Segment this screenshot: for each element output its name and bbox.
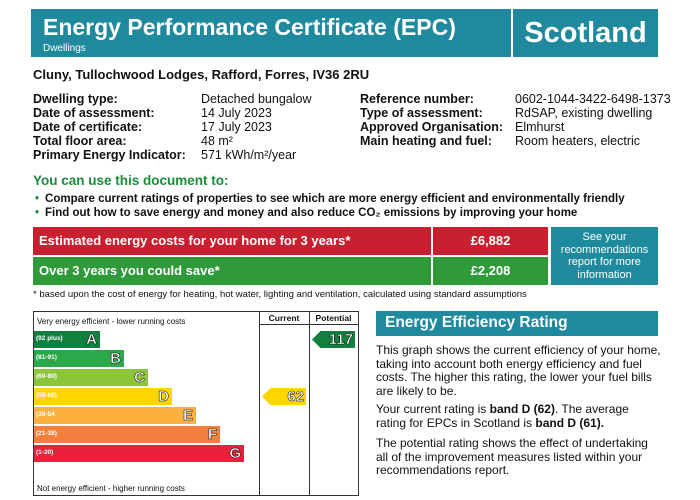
band-range-label: (39-54 [36, 411, 55, 418]
certificate-date-value: 17 July 2023 [201, 120, 272, 134]
band-letter: C [134, 369, 145, 387]
potential-column-header: Potential [309, 312, 358, 325]
use-bullet-save-text: Find out how to save energy and money an… [45, 207, 578, 219]
floor-area-label: Total floor area: [33, 134, 127, 148]
use-bullet-compare-text: Compare current ratings of properties to… [45, 193, 625, 205]
heating-fuel-label: Main heating and fuel: [360, 134, 492, 148]
approved-organisation-label: Approved Organisation: [360, 120, 504, 134]
potential-saving-label: Over 3 years you could save* [39, 263, 220, 278]
dwelling-type-label: Dwelling type: [33, 92, 118, 106]
band-e: (39-54 E [34, 407, 196, 424]
rating-heading-bar: Energy Efficiency Rating [376, 311, 658, 336]
band-range-label: (92 plus) [36, 335, 63, 342]
use-document-heading: You can use this document to: [33, 173, 229, 188]
column-divider [259, 312, 260, 495]
use-bullet-compare: • Compare current ratings of properties t… [35, 193, 625, 205]
certificate-date-label: Date of certificate: [33, 120, 143, 134]
current-rating-value: 62 [287, 388, 304, 406]
potential-saving-row: Over 3 years you could save* £2,208 [33, 257, 548, 285]
country-name: Scotland [524, 17, 647, 49]
cost-footnote: * based upon the cost of energy for heat… [33, 289, 527, 300]
assessment-date-label: Date of assessment: [33, 106, 155, 120]
reference-number-label: Reference number: [360, 92, 474, 106]
see-recommendations-box: See your recommendations report for more… [551, 227, 658, 285]
band-b: (81-91) B [34, 350, 124, 367]
rating-text: . The average rating for EPCs in Scotlan… [376, 402, 629, 430]
chart-top-label: Very energy efficient - lower running co… [37, 317, 186, 326]
band-f: (21-38) F [34, 426, 220, 443]
band-letter: E [182, 407, 194, 425]
estimated-cost-row: Estimated energy costs for your home for… [33, 227, 548, 255]
band-letter: B [110, 350, 121, 368]
estimated-cost-value: £6,882 [431, 227, 548, 255]
country-box: Scotland [511, 9, 658, 57]
certificate-title: Energy Performance Certificate (EPC) [43, 14, 456, 40]
energy-rating-chart: Very energy efficient - lower running co… [33, 311, 359, 496]
current-rating-arrow [262, 388, 306, 405]
average-band-text: band D (61). [535, 415, 605, 430]
rating-paragraph-potential: The potential rating shows the effect of… [376, 436, 648, 477]
current-column-header: Current [259, 312, 309, 325]
use-bullet-save: • Find out how to save energy and money a… [35, 207, 577, 219]
bullet-dot: • [35, 193, 40, 205]
band-letter: A [86, 331, 97, 349]
band-letter: D [158, 388, 169, 406]
rating-paragraph-graph: This graph shows the current efficiency … [376, 343, 661, 398]
band-letter: G [229, 445, 241, 463]
assessment-type-label: Type of assessment: [360, 106, 483, 120]
reference-number-value: 0602-1044-3422-6498-1373 [515, 92, 671, 106]
band-c: (69-80) C [34, 369, 148, 386]
band-range-label: (1-20) [36, 449, 54, 456]
band-a: (92 plus) A [34, 331, 100, 348]
column-divider [309, 312, 310, 495]
rating-text: Your current rating is [376, 402, 490, 416]
potential-saving-value: £2,208 [431, 257, 548, 285]
band-d: (55-68) D [34, 388, 172, 405]
dwelling-type-value: Detached bungalow [201, 92, 312, 106]
floor-area-value: 48 m² [201, 134, 233, 148]
potential-rating-value: 117 [328, 331, 354, 349]
assessment-type-value: RdSAP, existing dwelling [515, 106, 653, 120]
primary-energy-label: Primary Energy Indicator: [33, 148, 186, 162]
heating-fuel-value: Room heaters, electric [515, 134, 641, 148]
band-range-label: (81-91) [36, 354, 57, 361]
rating-heading: Energy Efficiency Rating [385, 314, 568, 331]
property-address: Cluny, Tullochwood Lodges, Rafford, Forr… [33, 67, 370, 82]
assessment-date-value: 14 July 2023 [201, 106, 272, 120]
chart-bottom-label: Not energy efficient - higher running co… [37, 484, 185, 493]
band-range-label: (55-68) [36, 392, 57, 399]
band-range-label: (21-38) [36, 430, 57, 437]
potential-rating-arrow [312, 331, 355, 348]
band-range-label: (69-80) [36, 373, 57, 380]
epc-header: Energy Performance Certificate (EPC) Dwe… [31, 9, 658, 57]
current-band-text: band D (62) [489, 402, 555, 416]
approved-organisation-value: Elmhurst [515, 120, 565, 134]
certificate-subtitle: Dwellings [43, 43, 86, 54]
band-letter: F [207, 426, 218, 444]
rating-paragraph-current: Your current rating is band D (62). The … [376, 402, 661, 430]
primary-energy-value: 571 kWh/m²/year [201, 148, 297, 162]
bullet-dot: • [35, 207, 40, 219]
estimated-cost-label: Estimated energy costs for your home for… [39, 233, 351, 248]
band-g: (1-20) G [34, 445, 244, 462]
